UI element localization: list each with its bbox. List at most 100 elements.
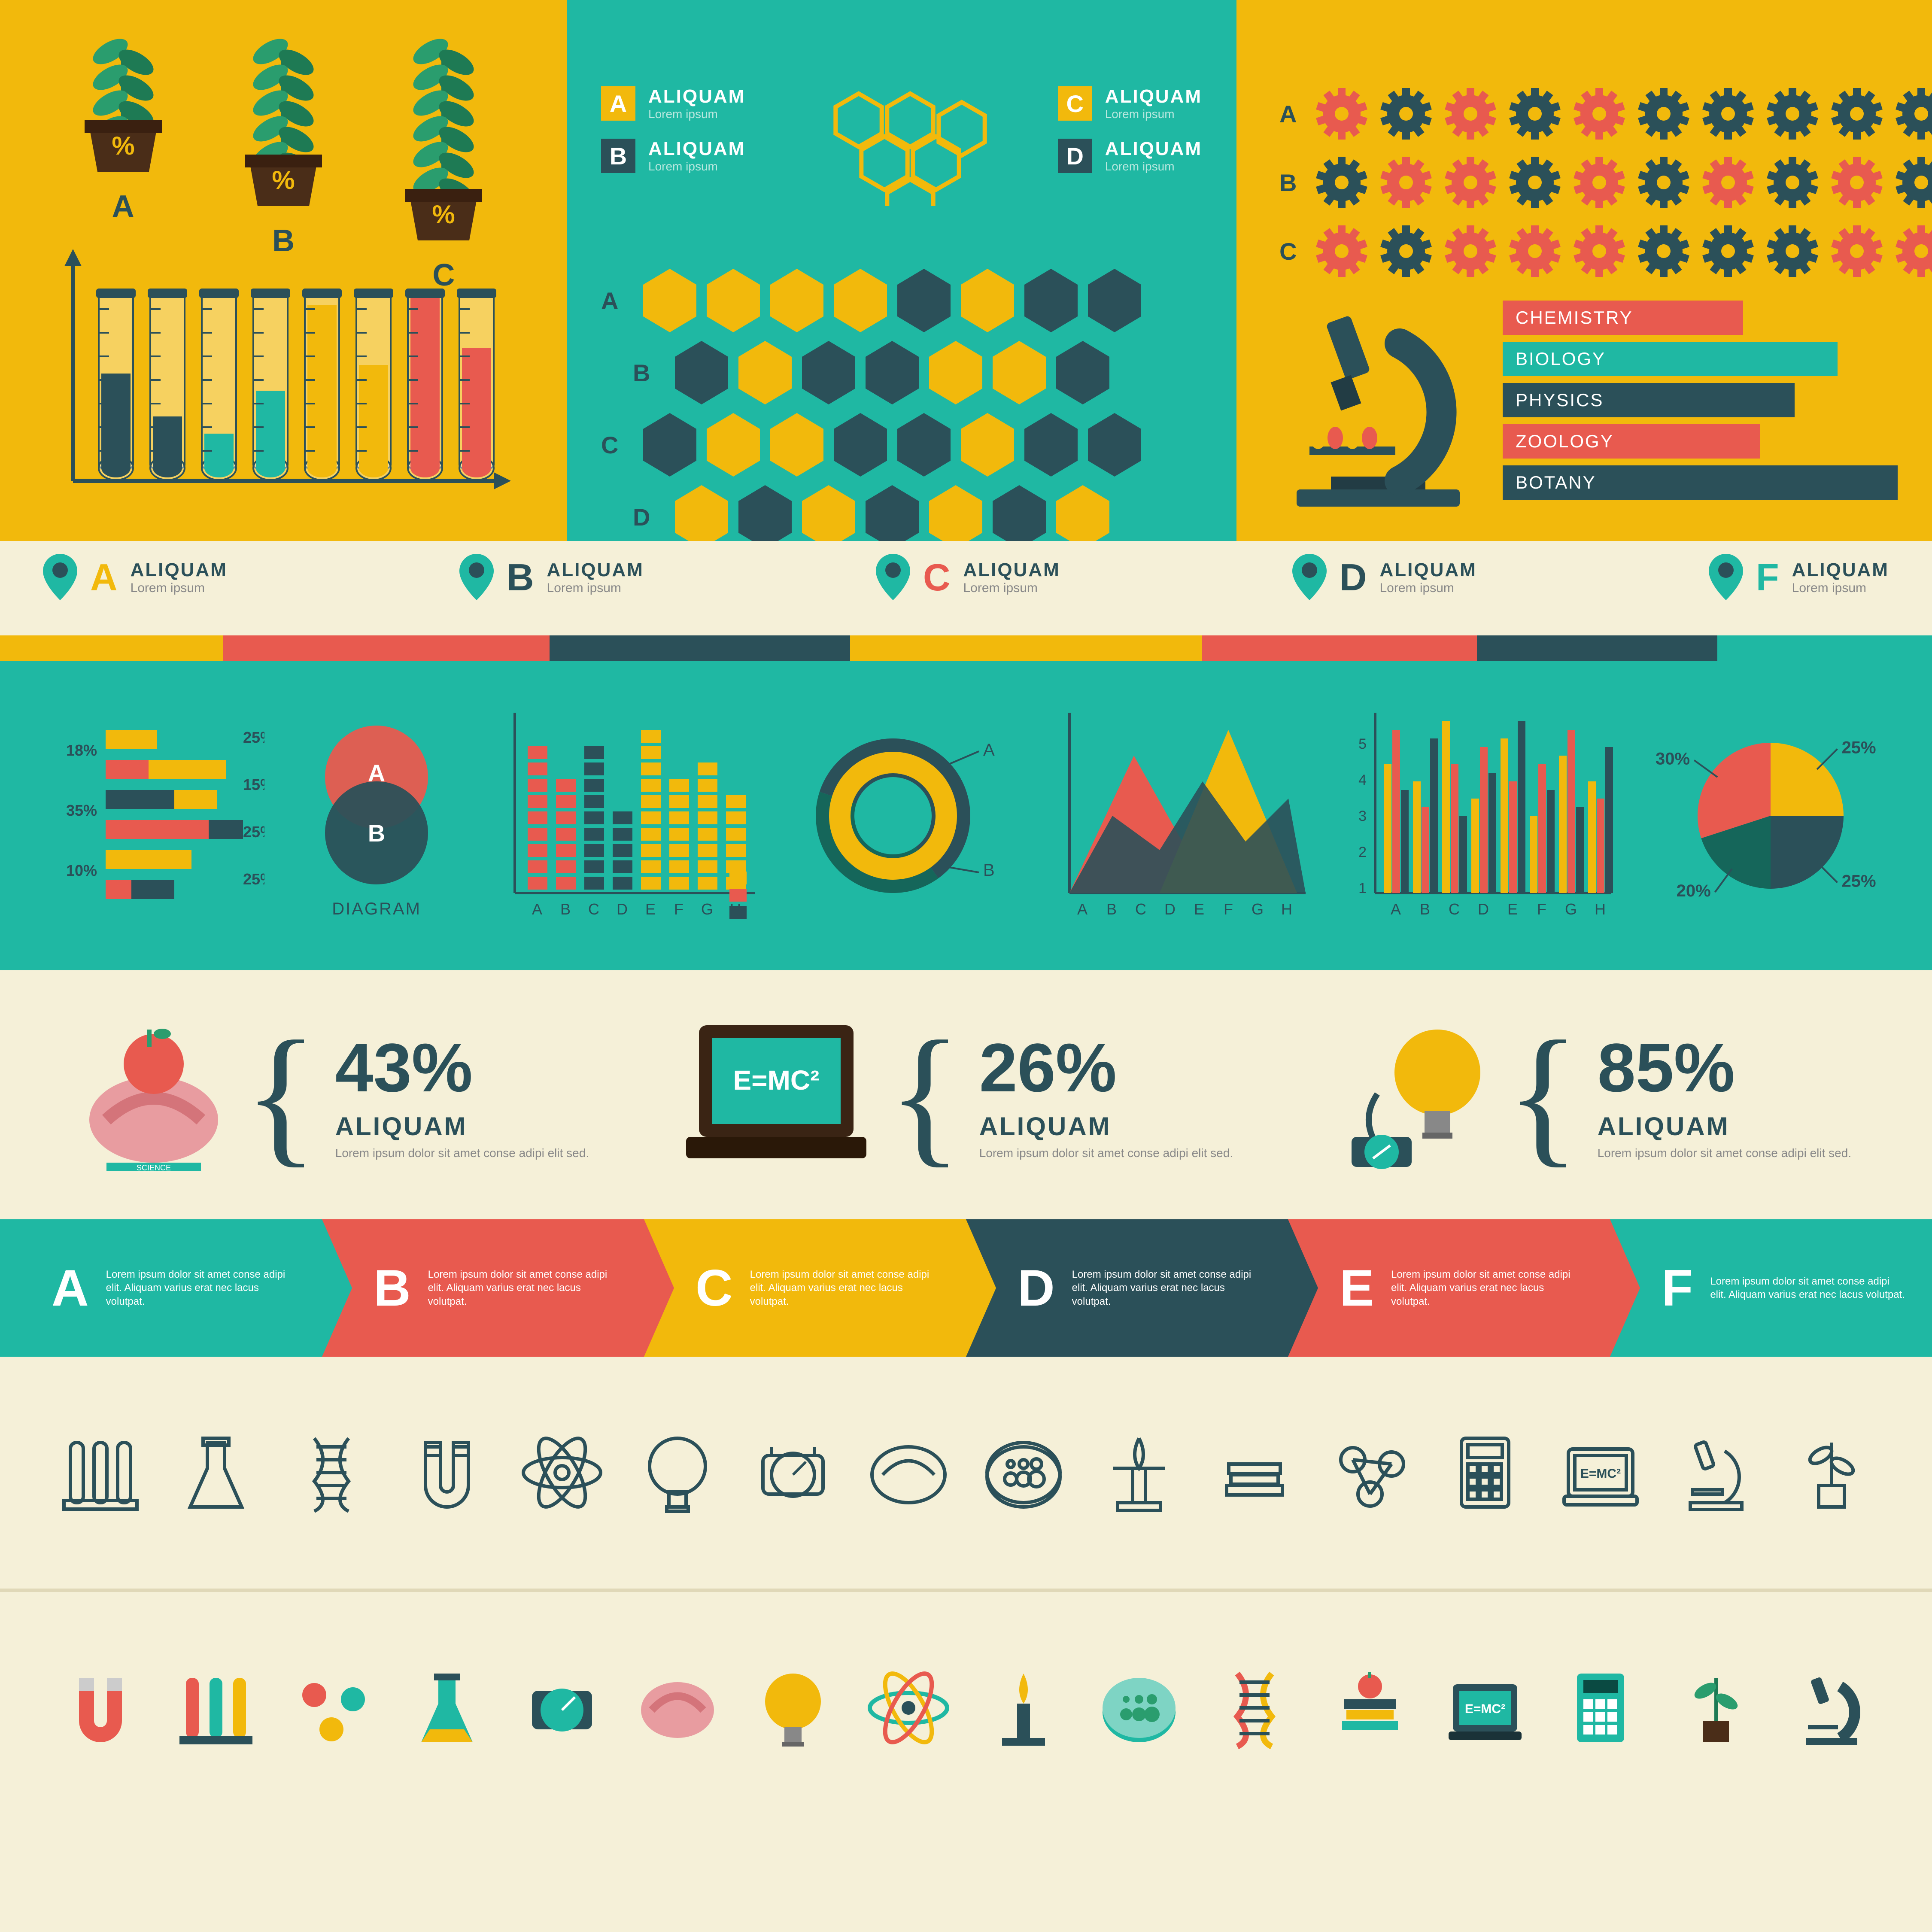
- legend-item: AALIQUAMLorem ipsum: [601, 86, 745, 121]
- timeline-letter: D: [1340, 556, 1367, 599]
- svg-text:30%: 30%: [1656, 750, 1690, 769]
- legend-letter: C: [1058, 86, 1092, 121]
- gear-row: A: [1279, 86, 1932, 142]
- molecule-icon: [280, 1656, 383, 1759]
- plant-icon: [1665, 1656, 1768, 1759]
- timeline-title: ALIQUAM: [547, 559, 644, 581]
- panel-plants-tubes: %A%B%C: [0, 0, 567, 541]
- timeline-segment: [1202, 635, 1477, 661]
- pin-icon: [43, 554, 77, 601]
- gear-icon: [1829, 86, 1885, 142]
- atom-icon: [510, 1421, 614, 1524]
- legend-sub: Lorem ipsum: [1105, 107, 1202, 121]
- timeline-item: CALIQUAMLorem ipsum: [876, 554, 1060, 601]
- svg-text:D: D: [1164, 900, 1176, 918]
- subject-bars: CHEMISTRYBIOLOGYPHYSICSZOOLOGYBOTANY: [1503, 301, 1898, 500]
- calculator-icon: [1549, 1656, 1652, 1759]
- hexagon-grid: ABCD: [601, 266, 1148, 555]
- svg-text:35%: 35%: [66, 802, 97, 819]
- svg-text:2: 2: [1358, 844, 1367, 860]
- svg-text:20%: 20%: [1677, 881, 1711, 900]
- hexagon-cell: [989, 338, 1049, 407]
- svg-text:%: %: [112, 131, 134, 160]
- subject-bar: ZOOLOGY: [1503, 424, 1760, 459]
- stat-desc: Lorem ipsum dolor sit amet conse adipi e…: [979, 1145, 1233, 1161]
- charts-strip: 18%35%10%25%15%25%25% AB DIAGRAM ABCDEFG…: [0, 661, 1932, 970]
- svg-text:G: G: [1252, 900, 1264, 918]
- hexagon-cell: [957, 410, 1018, 479]
- svg-text:C: C: [588, 900, 599, 918]
- gear-icon: [1507, 155, 1563, 210]
- hexagon-cell: [799, 338, 859, 407]
- hexagon-cell: [1084, 410, 1145, 479]
- legend-sub: Lorem ipsum: [648, 160, 745, 173]
- subject-bar: BOTANY: [1503, 465, 1898, 500]
- legend-title: ALIQUAM: [648, 138, 745, 160]
- svg-text:3: 3: [1358, 808, 1367, 824]
- timeline-sub: Lorem ipsum: [1379, 581, 1476, 595]
- voltmeter-icon: [741, 1421, 844, 1524]
- gear-icon: [1700, 86, 1756, 142]
- legend-item: CALIQUAMLorem ipsum: [1058, 86, 1202, 121]
- stat-desc: Lorem ipsum dolor sit amet conse adipi e…: [335, 1145, 589, 1161]
- svg-text:15%: 15%: [243, 776, 264, 793]
- svg-text:E=MC²: E=MC²: [1465, 1702, 1505, 1716]
- gear-icon: [1765, 155, 1820, 210]
- gear-icon: [1829, 223, 1885, 279]
- gear-icon: [1443, 86, 1498, 142]
- chevron-step: CLorem ipsum dolor sit amet conse adipi …: [644, 1219, 966, 1357]
- plant-label: A: [112, 189, 134, 224]
- gear-icon: [1700, 223, 1756, 279]
- svg-text:A: A: [983, 741, 995, 759]
- legend-title: ALIQUAM: [648, 86, 745, 107]
- formula-icon: E=MC²: [1549, 1421, 1652, 1524]
- svg-text:B: B: [560, 900, 571, 918]
- burner-icon: [1088, 1421, 1191, 1524]
- brain-icon: [626, 1656, 729, 1759]
- svg-text:E=MC²: E=MC²: [733, 1065, 819, 1096]
- hex-row-label: D: [633, 503, 671, 531]
- chevron-text: Lorem ipsum dolor sit amet conse adipi e…: [106, 1268, 296, 1308]
- chevron-letter: C: [696, 1258, 733, 1318]
- svg-text:G: G: [701, 900, 713, 918]
- hexagon-cell: [640, 410, 700, 479]
- hexagon-cell: [767, 410, 827, 479]
- subject-bar: BIOLOGY: [1503, 342, 1838, 376]
- gear-icon: [1765, 86, 1820, 142]
- gear-icon: [1571, 86, 1627, 142]
- timeline-item: AALIQUAMLorem ipsum: [43, 554, 228, 601]
- svg-text:H: H: [1281, 900, 1292, 918]
- timeline-letter: A: [90, 556, 118, 599]
- svg-text:F: F: [674, 900, 683, 918]
- apple-books-icon: [1318, 1656, 1422, 1759]
- top-row: SCIENCE INFOGRAPHICS %A%B%C AALIQUAMLore…: [0, 0, 1932, 541]
- hexagon-cell: [767, 266, 827, 335]
- gear-row: C: [1279, 223, 1932, 279]
- test-tubes-icon: [49, 1421, 152, 1524]
- svg-text:10%: 10%: [66, 862, 97, 879]
- legend-item: DALIQUAMLorem ipsum: [1058, 138, 1202, 173]
- timeline-sub: Lorem ipsum: [1792, 581, 1889, 595]
- svg-text:B: B: [1106, 900, 1117, 918]
- svg-text:18%: 18%: [66, 741, 97, 759]
- chevron-letter: B: [374, 1258, 411, 1318]
- svg-text:H: H: [1595, 900, 1606, 918]
- gear-icon: [1829, 155, 1885, 210]
- svg-text:C: C: [1449, 900, 1460, 918]
- timeline-item: BALIQUAMLorem ipsum: [459, 554, 644, 601]
- chart-venn: AB DIAGRAM: [295, 713, 458, 919]
- chevron-step: FLorem ipsum dolor sit amet conse adipi …: [1610, 1219, 1932, 1357]
- timeline-title: ALIQUAM: [963, 559, 1060, 581]
- hexagon-cell: [1021, 266, 1081, 335]
- gear-icon: [1636, 155, 1692, 210]
- magnet-icon: [49, 1656, 152, 1759]
- brace-icon: {: [888, 1041, 962, 1149]
- hexagon-cell: [1084, 266, 1145, 335]
- molecule-icon: [807, 86, 996, 206]
- chevron-step: ELorem ipsum dolor sit amet conse adipi …: [1288, 1219, 1610, 1357]
- chevron-text: Lorem ipsum dolor sit amet conse adipi e…: [1710, 1275, 1906, 1301]
- svg-text:E=MC²: E=MC²: [1580, 1467, 1621, 1481]
- gear-icon: [1893, 155, 1932, 210]
- timeline-row: AALIQUAMLorem ipsumBALIQUAMLorem ipsumCA…: [0, 541, 1932, 661]
- bulb-icon: [741, 1656, 844, 1759]
